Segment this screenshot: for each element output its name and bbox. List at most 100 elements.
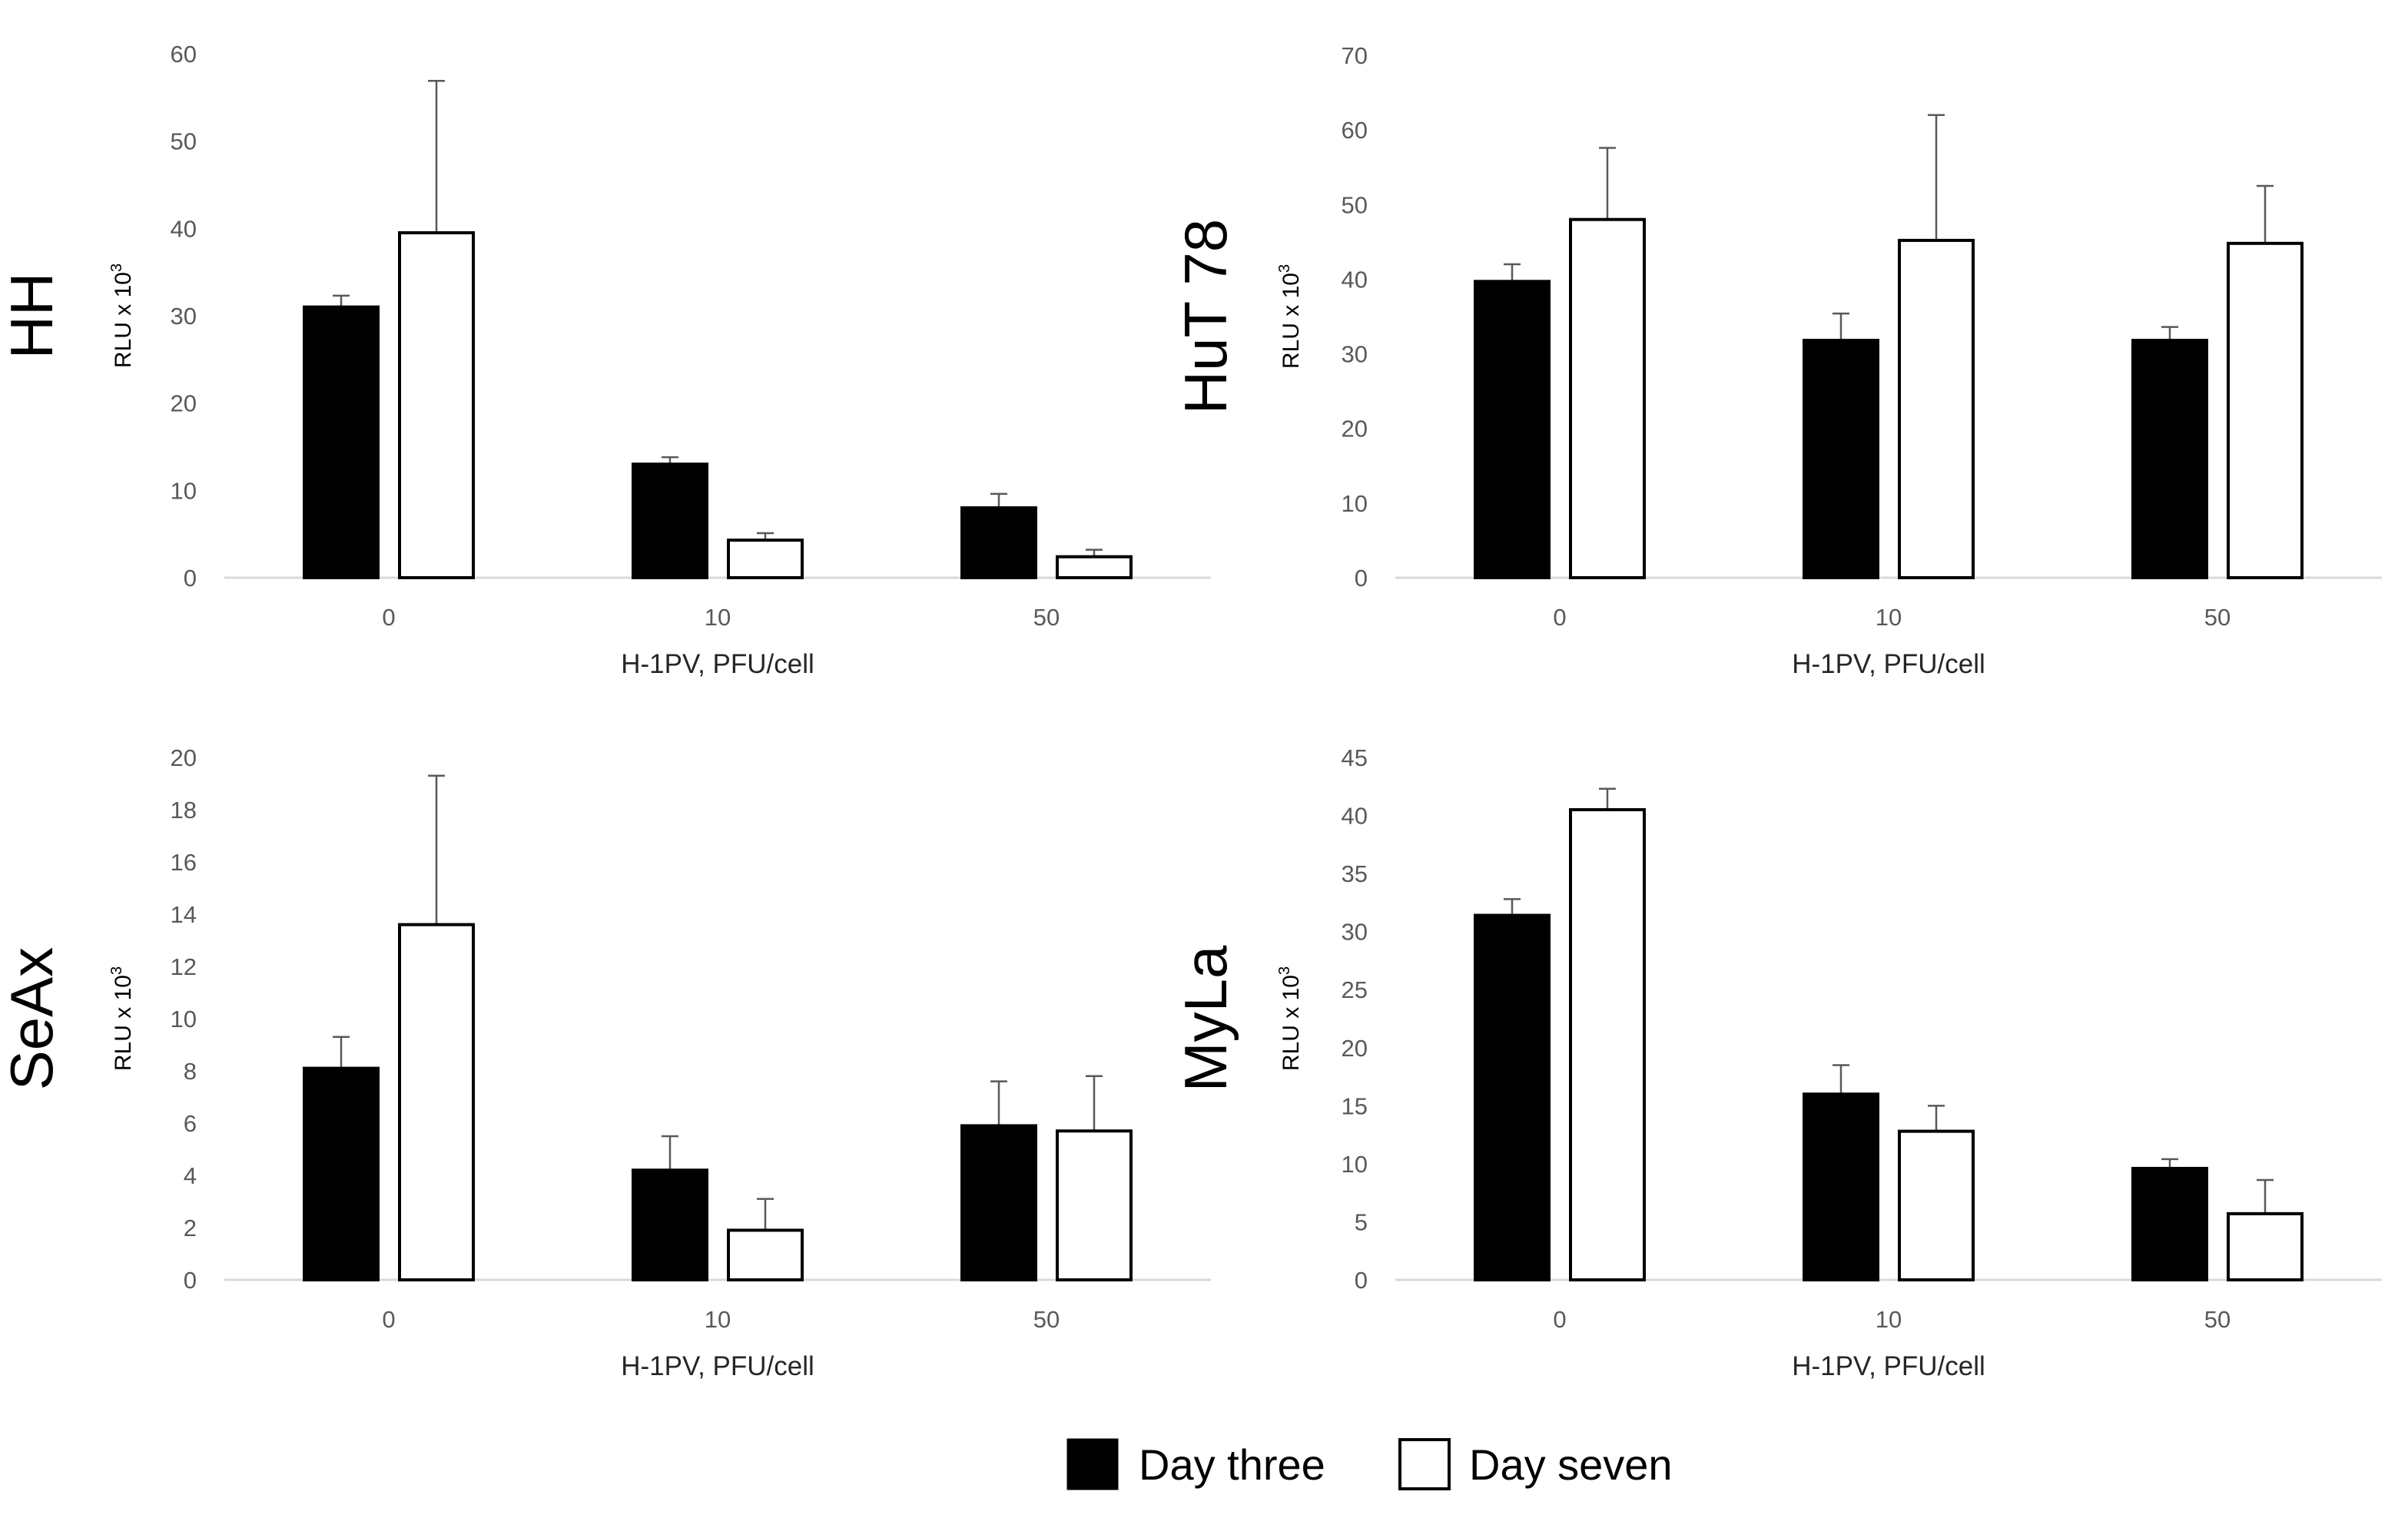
panel-hut-78-bar-day-three-10 xyxy=(1803,339,1879,579)
panel-hut-78-ytick-10: 10 xyxy=(1342,490,1368,517)
panel-seax-y-axis-title: RLU x 103 xyxy=(108,966,136,1071)
panel-seax-ytick-14: 14 xyxy=(171,901,197,928)
panel-hh-bar-day-seven-0 xyxy=(398,231,475,579)
panel-myla-bar-day-seven-0 xyxy=(1569,808,1646,1281)
panel-hh-bar-day-three-10 xyxy=(632,462,708,579)
panel-hh-y-axis-title-sup: 3 xyxy=(108,264,125,272)
panel-myla-ytick-0: 0 xyxy=(1355,1267,1368,1294)
panel-myla-ytick-45: 45 xyxy=(1342,744,1368,771)
panel-hh: 0 10 20 30 40 50 60 0 10 50 H-1PV, PFU/cell RLU x 1… xyxy=(0,41,1211,679)
panel-seax-xtick-10: 10 xyxy=(705,1306,731,1333)
panel-myla-bar-day-seven-10 xyxy=(1898,1129,1975,1281)
panel-seax-bar-day-three-0 xyxy=(303,1066,380,1281)
panel-myla-y-axis-title: RLU x 103 xyxy=(1276,966,1304,1071)
legend-label-day-seven: Day seven xyxy=(1469,1440,1673,1489)
panel-seax-ytick-12: 12 xyxy=(171,953,197,980)
panel-myla: 0 5 10 15 20 25 30 35 40 45 0 10 50 H-1PV, PFU/cell RL… xyxy=(1172,744,2382,1381)
panel-seax-ytick-4: 4 xyxy=(184,1162,197,1189)
panel-hut-78-y-axis-title-base: RLU x 10 xyxy=(1279,273,1304,369)
panel-hut-78-xtick-10: 10 xyxy=(1876,604,1902,631)
panel-hut-78-bar-day-seven-0 xyxy=(1569,217,1646,579)
panel-seax-label: SeAx xyxy=(0,947,65,1090)
panel-hut-78-xtick-50: 50 xyxy=(2204,604,2231,631)
panel-myla-ytick-25: 25 xyxy=(1342,976,1368,1003)
panel-hh-xtick-50: 50 xyxy=(1033,604,1060,631)
panel-hut-78-ytick-70: 70 xyxy=(1342,42,1368,69)
panel-seax-y-axis-title-base: RLU x 10 xyxy=(111,975,136,1071)
panel-hut-78-label: HuT 78 xyxy=(1172,219,1239,414)
panel-myla-bar-day-seven-50 xyxy=(2227,1211,2304,1282)
panel-hut-78-y-axis-title: RLU x 103 xyxy=(1276,264,1304,369)
panel-hut-78: 0 10 20 30 40 50 60 70 0 10 50 H-1PV, PFU/cell RLU x… xyxy=(1172,42,2382,679)
panel-myla-xtick-10: 10 xyxy=(1876,1306,1902,1333)
panel-myla-ytick-15: 15 xyxy=(1342,1092,1368,1119)
panel-hut-78-x-axis-title: H-1PV, PFU/cell xyxy=(1792,649,1985,679)
panel-hh-label: HH xyxy=(0,273,65,360)
panel-myla-x-axis-title: H-1PV, PFU/cell xyxy=(1792,1351,1985,1381)
panel-myla-label: MyLa xyxy=(1172,945,1239,1092)
panel-seax-ytick-16: 16 xyxy=(171,849,197,876)
panel-seax-bar-day-seven-0 xyxy=(398,923,475,1281)
panel-hh-xtick-0: 0 xyxy=(382,604,395,631)
panel-myla-bar-day-three-10 xyxy=(1803,1092,1879,1281)
panel-hh-ytick-20: 20 xyxy=(171,390,197,417)
panel-hut-78-bar-day-three-0 xyxy=(1474,280,1551,579)
panel-seax-bar-day-seven-50 xyxy=(1056,1129,1133,1281)
panel-myla-ytick-5: 5 xyxy=(1355,1208,1368,1235)
panel-myla-y-axis-title-base: RLU x 10 xyxy=(1279,975,1304,1071)
legend-swatch-day-seven xyxy=(1398,1438,1451,1490)
panel-hh-ytick-0: 0 xyxy=(184,565,197,592)
panel-seax-bar-day-seven-10 xyxy=(727,1228,804,1282)
panel-hh-y-axis-title-base: RLU x 10 xyxy=(111,272,136,368)
panel-hut-78-ytick-30: 30 xyxy=(1342,341,1368,368)
panel-hh-bar-day-three-0 xyxy=(303,305,380,579)
panel-seax-ytick-20: 20 xyxy=(171,744,197,771)
panel-seax-x-axis-title: H-1PV, PFU/cell xyxy=(621,1351,814,1381)
panel-hh-bar-day-seven-10 xyxy=(727,539,804,580)
panel-hh-ytick-30: 30 xyxy=(171,303,197,330)
panel-hh-ytick-50: 50 xyxy=(171,128,197,155)
panel-seax-xtick-50: 50 xyxy=(1033,1306,1060,1333)
panel-hh-y-axis-title: RLU x 103 xyxy=(108,264,136,368)
panel-hut-78-ytick-60: 60 xyxy=(1342,117,1368,144)
panel-hh-xtick-10: 10 xyxy=(705,604,731,631)
panel-hh-bar-day-seven-50 xyxy=(1056,555,1133,579)
panel-seax-bar-day-three-50 xyxy=(960,1124,1037,1282)
panel-seax-ytick-18: 18 xyxy=(171,797,197,824)
panel-myla-ytick-20: 20 xyxy=(1342,1035,1368,1062)
legend-swatch-day-three xyxy=(1066,1438,1119,1490)
panel-hut-78-ytick-20: 20 xyxy=(1342,416,1368,442)
panel-myla-ytick-40: 40 xyxy=(1342,803,1368,830)
legend-label-day-three: Day three xyxy=(1139,1440,1325,1489)
panel-myla-ytick-35: 35 xyxy=(1342,860,1368,887)
panel-hh-ytick-40: 40 xyxy=(171,215,197,242)
panel-myla-xtick-50: 50 xyxy=(2204,1306,2231,1333)
panel-seax-y-axis-title-sup: 3 xyxy=(108,966,125,975)
panel-seax-ytick-8: 8 xyxy=(184,1058,197,1085)
panel-seax-ytick-6: 6 xyxy=(184,1110,197,1137)
panel-hut-78-bar-day-three-50 xyxy=(2131,339,2208,579)
panel-hut-78-bar-day-seven-10 xyxy=(1898,238,1975,579)
panel-myla-xtick-0: 0 xyxy=(1553,1306,1566,1333)
panel-hut-78-ytick-0: 0 xyxy=(1355,565,1368,592)
panel-seax: 0 2 4 6 8 10 12 14 16 18 20 0 10 50 H-1PV, PFU/cell RLU… xyxy=(0,744,1211,1381)
panel-hut-78-xtick-0: 0 xyxy=(1553,604,1566,631)
panel-hh-ytick-10: 10 xyxy=(171,477,197,504)
panel-myla-bar-day-three-50 xyxy=(2131,1166,2208,1282)
panel-myla-ytick-10: 10 xyxy=(1342,1151,1368,1178)
panel-hh-bar-day-three-50 xyxy=(960,506,1037,579)
panel-seax-ytick-0: 0 xyxy=(184,1267,197,1294)
panel-myla-y-axis-title-sup: 3 xyxy=(1276,966,1293,975)
legend: Day three Day seven xyxy=(1066,1438,1673,1490)
panel-myla-ytick-30: 30 xyxy=(1342,919,1368,946)
panel-hut-78-ytick-50: 50 xyxy=(1342,191,1368,218)
panel-hh-x-axis-title: H-1PV, PFU/cell xyxy=(621,649,814,679)
panel-hut-78-bar-day-seven-50 xyxy=(2227,241,2304,579)
panel-hut-78-y-axis-title-sup: 3 xyxy=(1276,264,1293,273)
panel-myla-bar-day-three-0 xyxy=(1474,913,1551,1281)
panel-seax-ytick-10: 10 xyxy=(171,1006,197,1032)
panel-hut-78-ytick-40: 40 xyxy=(1342,266,1368,293)
panel-seax-ytick-2: 2 xyxy=(184,1215,197,1241)
